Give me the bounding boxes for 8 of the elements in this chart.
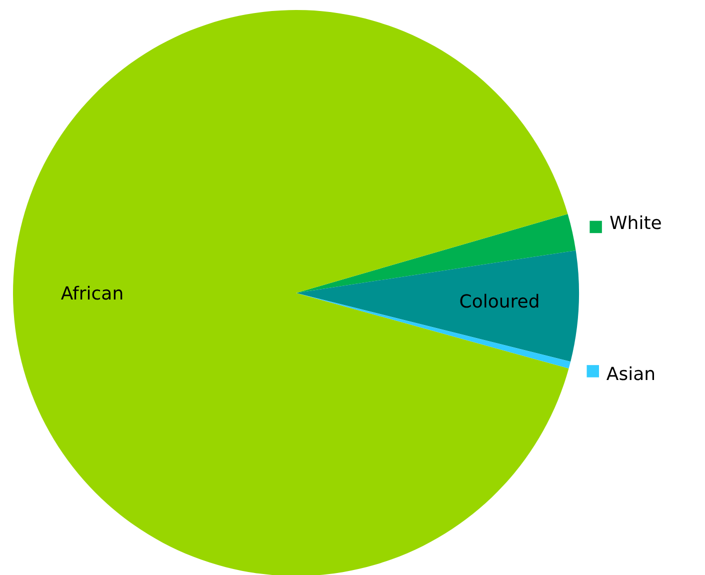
slice-label: African (60, 283, 124, 304)
pie-slice (296, 214, 576, 293)
slice-label: Coloured (459, 292, 540, 313)
pie-slice (296, 250, 579, 362)
pie-slice (296, 293, 571, 369)
legend-label: White (609, 212, 662, 234)
legend-label: Asian (606, 364, 656, 385)
pie-slice (13, 10, 569, 575)
